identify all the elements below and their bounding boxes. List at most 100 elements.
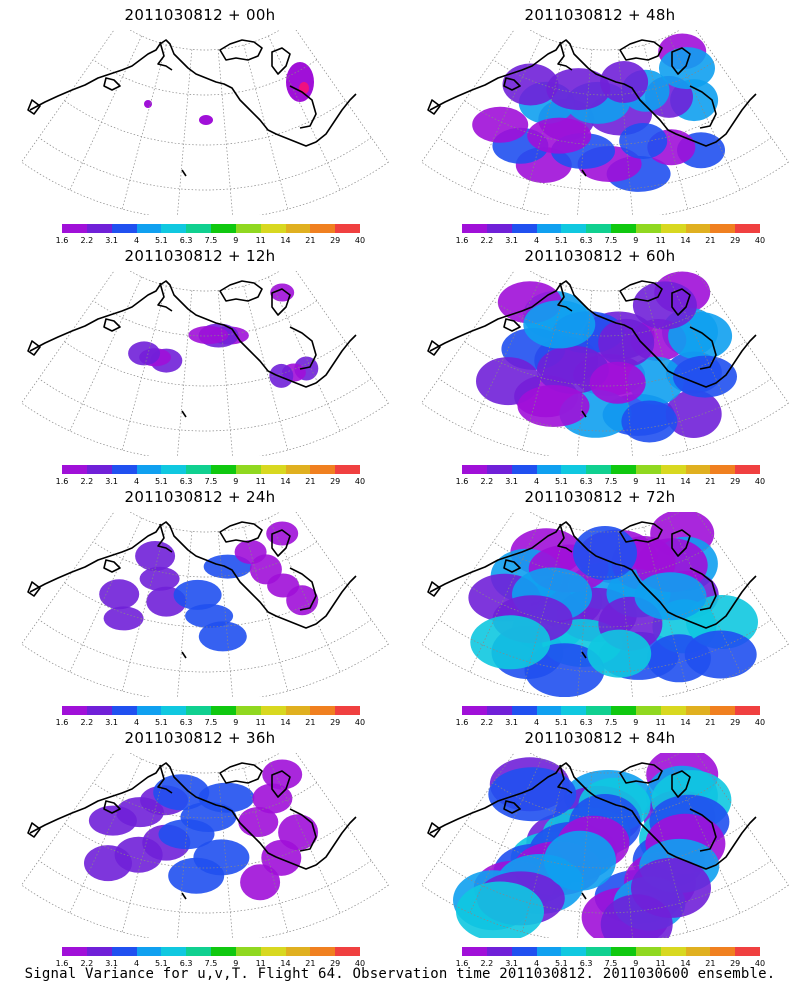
colorbar-tick-label: 29: [730, 477, 741, 486]
colorbar-swatch: [536, 224, 562, 233]
colorbar-swatch: [136, 465, 162, 474]
colorbar-swatch: [310, 465, 336, 474]
colorbar-tick-label: 40: [354, 477, 366, 486]
colorbar-swatch: [660, 947, 686, 956]
colorbar-tick-label: 5.1: [554, 236, 568, 245]
colorbar-tick-label: 1.6: [55, 959, 69, 968]
colorbar-tick-label: 2.2: [480, 959, 494, 968]
colorbar-swatch: [260, 465, 286, 474]
colorbar-swatch: [462, 706, 487, 715]
colorbar-swatch: [111, 706, 137, 715]
colorbar-labels: 1.6 2.2 3.1 4 5.1 6.3 7.5 9 11 14 21 29 40: [56, 477, 365, 487]
variance-map: [421, 271, 789, 456]
colorbar: [462, 224, 761, 233]
colorbar-swatch: [161, 947, 187, 956]
variance-map: [421, 512, 789, 697]
colorbar-tick-label: 6.3: [579, 236, 593, 245]
colorbar: [462, 706, 761, 715]
colorbar-swatch: [136, 224, 162, 233]
panel-title: 2011030812 + 84h: [524, 729, 676, 747]
colorbar-tick-label: 29: [730, 236, 741, 245]
colorbar-tick-label: 21: [705, 718, 716, 727]
colorbar-swatch: [260, 224, 286, 233]
colorbar-tick-label: 14: [680, 718, 691, 727]
variance-shading: [84, 759, 319, 901]
colorbar-swatch: [62, 947, 87, 956]
colorbar-swatch: [586, 224, 612, 233]
colorbar: [62, 947, 361, 956]
colorbar-swatch: [685, 465, 711, 474]
variance-map: [421, 753, 789, 938]
panel-title: 2011030812 + 00h: [124, 6, 276, 24]
colorbar-tick-label: 1.6: [55, 477, 69, 486]
colorbar-swatch: [86, 465, 112, 474]
colorbar-swatch: [486, 947, 512, 956]
colorbar-swatch: [660, 465, 686, 474]
colorbar-swatch: [161, 465, 187, 474]
graticule-lines: [421, 512, 789, 697]
colorbar-tick-label: 14: [680, 236, 691, 245]
colorbar-tick-label: 29: [730, 718, 741, 727]
colorbar-tick-label: 11: [255, 959, 266, 968]
colorbar-swatch: [536, 706, 562, 715]
colorbar-labels: 1.6 2.2 3.1 4 5.1 6.3 7.5 9 11 14 21 29 40: [456, 236, 765, 246]
colorbar-swatch: [486, 465, 512, 474]
colorbar-swatch: [561, 706, 587, 715]
graticule-lines: [421, 753, 789, 938]
colorbar-tick-label: 4: [133, 718, 140, 727]
colorbar-swatch: [561, 465, 587, 474]
map-panel: 2011030812 + 72h 1.6 2.2 3.1 4 5.1 6.3 7.5 9 11 14…: [400, 482, 800, 727]
colorbar-tick-label: 5.1: [554, 477, 568, 486]
colorbar-tick-label: 11: [655, 477, 666, 486]
colorbar-swatch: [111, 224, 137, 233]
colorbar-swatch: [235, 224, 261, 233]
colorbar-tick-label: 9: [633, 959, 639, 968]
colorbar-swatch: [161, 706, 187, 715]
colorbar-tick-label: 40: [754, 236, 766, 245]
coastline: [427, 39, 757, 177]
colorbar-tick-label: 2.2: [80, 718, 94, 727]
colorbar: [62, 465, 361, 474]
colorbar-swatch: [211, 947, 236, 956]
colorbar-swatch: [511, 947, 537, 956]
variance-shading: [472, 33, 725, 192]
colorbar-tick-label: 5.1: [154, 959, 168, 968]
colorbar-tick-label: 6.3: [579, 959, 593, 968]
colorbar-tick-label: 5.1: [554, 959, 568, 968]
colorbar-tick-label: 2.2: [480, 718, 494, 727]
variance-shading: [476, 271, 737, 443]
colorbar-swatch: [462, 224, 487, 233]
colorbar-swatch: [285, 947, 311, 956]
colorbar-tick-label: 14: [680, 959, 691, 968]
colorbar-tick-label: 21: [705, 477, 716, 486]
colorbar-swatch: [310, 224, 336, 233]
coastline: [27, 280, 357, 418]
colorbar-tick-label: 29: [730, 959, 741, 968]
colorbar-tick-label: 11: [655, 236, 666, 245]
colorbar-tick-label: 40: [754, 477, 766, 486]
colorbar-swatch: [685, 947, 711, 956]
colorbar-swatch: [285, 224, 311, 233]
colorbar-tick-label: 11: [655, 959, 666, 968]
colorbar-tick-label: 11: [255, 477, 266, 486]
colorbar-tick-label: 6.3: [179, 236, 193, 245]
variance-map: [21, 271, 389, 456]
colorbar-tick-label: 9: [233, 477, 239, 486]
variance-shading: [99, 521, 319, 652]
colorbar-tick-label: 1.6: [455, 959, 469, 968]
colorbar-tick-label: 2.2: [80, 477, 94, 486]
colorbar-swatch: [710, 224, 736, 233]
colorbar-swatch: [635, 465, 661, 474]
colorbar-tick-label: 5.1: [154, 477, 168, 486]
colorbar-tick-label: 40: [354, 236, 366, 245]
colorbar-swatch: [211, 465, 236, 474]
colorbar-tick-label: 40: [754, 959, 766, 968]
colorbar-swatch: [86, 224, 112, 233]
colorbar-swatch: [211, 224, 236, 233]
colorbar-tick-label: 29: [330, 959, 341, 968]
colorbar-swatch: [511, 706, 537, 715]
colorbar-tick-label: 7.5: [604, 718, 618, 727]
colorbar-labels: 1.6 2.2 3.1 4 5.1 6.3 7.5 9 11 14 21 29 40: [56, 959, 365, 969]
panel-title: 2011030812 + 36h: [124, 729, 276, 747]
colorbar-tick-label: 2.2: [480, 477, 494, 486]
